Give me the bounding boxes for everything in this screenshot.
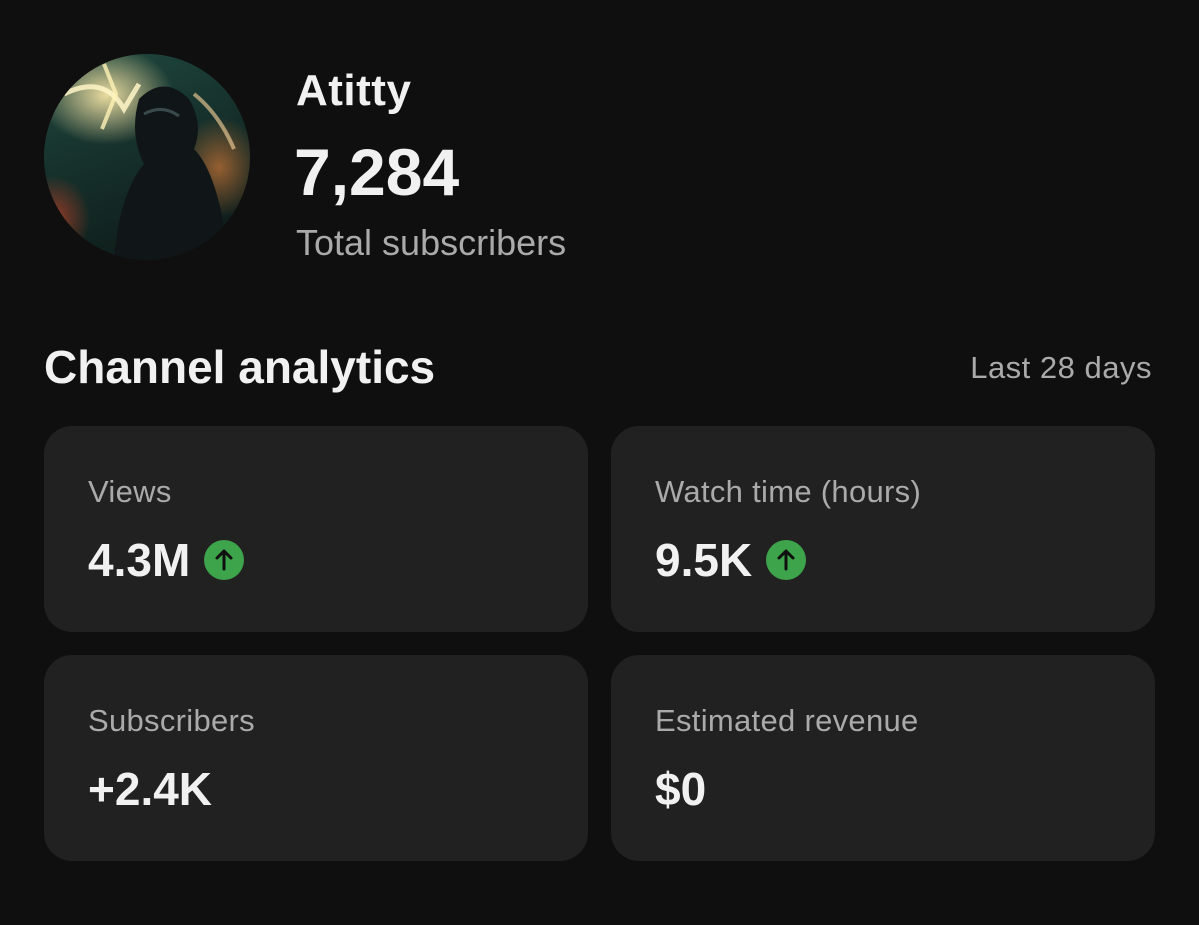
views-value: 4.3M (88, 534, 191, 586)
avatar-photo-icon (62, 63, 236, 260)
watch-time-label: Watch time (hours) (655, 474, 922, 509)
arrow-up-icon (204, 540, 245, 580)
total-subscriber-count: 7,284 (294, 135, 460, 209)
arrow-up-icon (766, 540, 807, 580)
views-value-row: 4.3M (88, 534, 245, 586)
watch-time-card[interactable]: Watch time (hours) 9.5K (611, 426, 1155, 632)
views-label: Views (88, 474, 172, 509)
channel-avatar[interactable] (44, 54, 250, 260)
period-label[interactable]: Last 28 days (970, 350, 1152, 385)
estimated-revenue-card[interactable]: Estimated revenue $0 (611, 655, 1155, 861)
subscribers-card[interactable]: Subscribers +2.4K (44, 655, 588, 861)
subscribers-value: +2.4K (88, 763, 213, 815)
channel-header: Atitty 7,284 Total subscribers (44, 54, 744, 274)
subscribers-value-row: +2.4K (88, 763, 212, 815)
watch-time-value-row: 9.5K (655, 534, 807, 586)
watch-time-value: 9.5K (655, 534, 753, 586)
estimated-revenue-label: Estimated revenue (655, 703, 919, 738)
total-subscribers-label: Total subscribers (296, 222, 567, 263)
subscribers-label: Subscribers (88, 703, 255, 738)
channel-analytics-title: Channel analytics (44, 341, 436, 393)
estimated-revenue-value-row: $0 (655, 763, 706, 815)
channel-name: Atitty (296, 66, 412, 115)
estimated-revenue-value: $0 (655, 763, 707, 815)
views-card[interactable]: Views 4.3M (44, 426, 588, 632)
